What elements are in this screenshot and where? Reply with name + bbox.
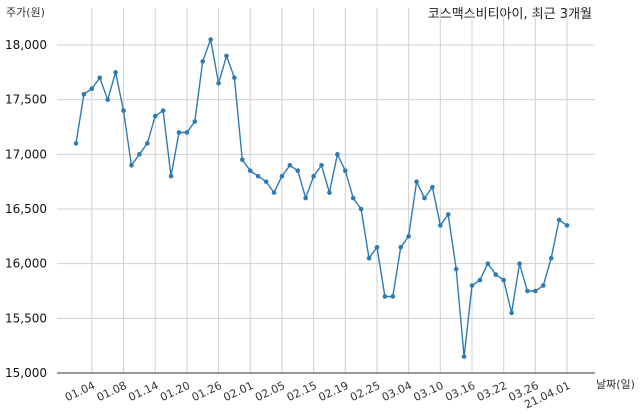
x-tick-label: 02.25 — [348, 379, 382, 404]
data-point — [342, 168, 348, 174]
data-point — [247, 168, 253, 174]
data-point — [216, 80, 221, 86]
data-point — [350, 195, 356, 201]
data-point — [477, 277, 483, 283]
data-point — [144, 141, 150, 146]
data-point — [533, 288, 538, 294]
data-point — [129, 162, 134, 168]
data-point — [303, 195, 308, 201]
x-tick-label: 01.08 — [95, 379, 129, 404]
data-point — [485, 261, 491, 266]
data-point — [224, 53, 229, 59]
data-point — [445, 212, 451, 217]
data-point — [374, 244, 380, 250]
data-point — [414, 179, 419, 184]
data-point — [113, 70, 118, 75]
data-point — [279, 173, 285, 179]
y-tick-label: 17,500 — [5, 93, 47, 107]
x-tick-label: 03.04 — [380, 379, 414, 404]
data-point — [461, 354, 467, 359]
data-point — [208, 37, 213, 42]
data-point — [271, 190, 277, 195]
x-tick-label: 02.01 — [221, 379, 255, 404]
y-tick-label: 15,500 — [5, 311, 47, 325]
x-tick-label: 02.15 — [285, 379, 319, 404]
data-point — [97, 75, 103, 81]
data-point — [366, 255, 372, 261]
data-point — [319, 162, 324, 168]
data-point — [73, 141, 79, 146]
data-point — [89, 86, 95, 92]
data-point — [105, 97, 110, 102]
data-point — [160, 108, 166, 113]
data-point — [509, 310, 514, 316]
data-point — [263, 179, 269, 184]
y-tick-label: 16,000 — [5, 257, 47, 271]
data-point — [200, 59, 206, 64]
x-tick-label: 03.10 — [412, 379, 446, 404]
x-tick-label: 01.14 — [126, 379, 160, 404]
data-point — [517, 261, 522, 266]
data-point — [501, 277, 506, 283]
y-tick-label: 18,000 — [5, 38, 47, 52]
data-points — [73, 37, 570, 359]
chart-title: 코스맥스비티아이, 최근 3개월 — [428, 7, 592, 22]
data-point — [152, 113, 158, 119]
data-point — [390, 294, 396, 299]
data-point — [287, 162, 293, 168]
data-point — [81, 91, 87, 97]
data-point — [168, 173, 174, 179]
series-line — [75, 36, 568, 357]
data-point — [453, 266, 459, 272]
x-tick-label: 01.20 — [158, 379, 192, 404]
data-point — [240, 157, 245, 163]
data-point — [406, 234, 411, 239]
x-tick-label: 01.26 — [190, 379, 224, 404]
data-point — [556, 217, 562, 223]
x-tick-labels: 01.0401.0801.1401.2001.2602.0102.0502.15… — [63, 379, 572, 411]
data-point — [422, 195, 427, 201]
x-tick-label: 03.16 — [443, 379, 477, 404]
y-tick-label: 17,000 — [5, 147, 47, 161]
data-point — [540, 283, 546, 288]
data-point — [430, 184, 435, 190]
data-point — [438, 223, 443, 228]
data-point — [493, 272, 499, 277]
x-tick-label: 01.04 — [63, 379, 97, 404]
data-point — [564, 223, 570, 228]
data-point — [137, 152, 142, 157]
data-point — [255, 173, 261, 179]
y-tick-label: 15,000 — [5, 366, 47, 380]
y-tick-labels: 15,000 15,500 16,000 16,500 17,000 17,500 18,0… — [5, 38, 47, 380]
y-tick-label: 16,500 — [5, 202, 47, 216]
data-point — [382, 294, 388, 299]
data-point — [525, 288, 530, 294]
data-point — [548, 255, 554, 261]
data-point — [335, 152, 340, 157]
data-point — [232, 75, 237, 81]
grid-lines — [57, 8, 595, 374]
data-point — [176, 130, 182, 135]
data-point — [327, 190, 332, 195]
data-point — [121, 108, 126, 113]
x-tick-label: 03.22 — [475, 379, 509, 404]
data-point — [192, 119, 198, 124]
data-point — [469, 283, 475, 288]
x-tick-label: 02.05 — [253, 379, 287, 404]
data-point — [311, 173, 316, 179]
data-point — [184, 130, 190, 135]
data-point — [295, 168, 301, 174]
data-point — [398, 244, 404, 250]
x-tick-label: 02.19 — [317, 379, 351, 404]
y-axis-label: 주가(원) — [6, 6, 45, 19]
data-point — [358, 206, 364, 212]
x-axis-label: 날짜(일) — [596, 377, 635, 391]
